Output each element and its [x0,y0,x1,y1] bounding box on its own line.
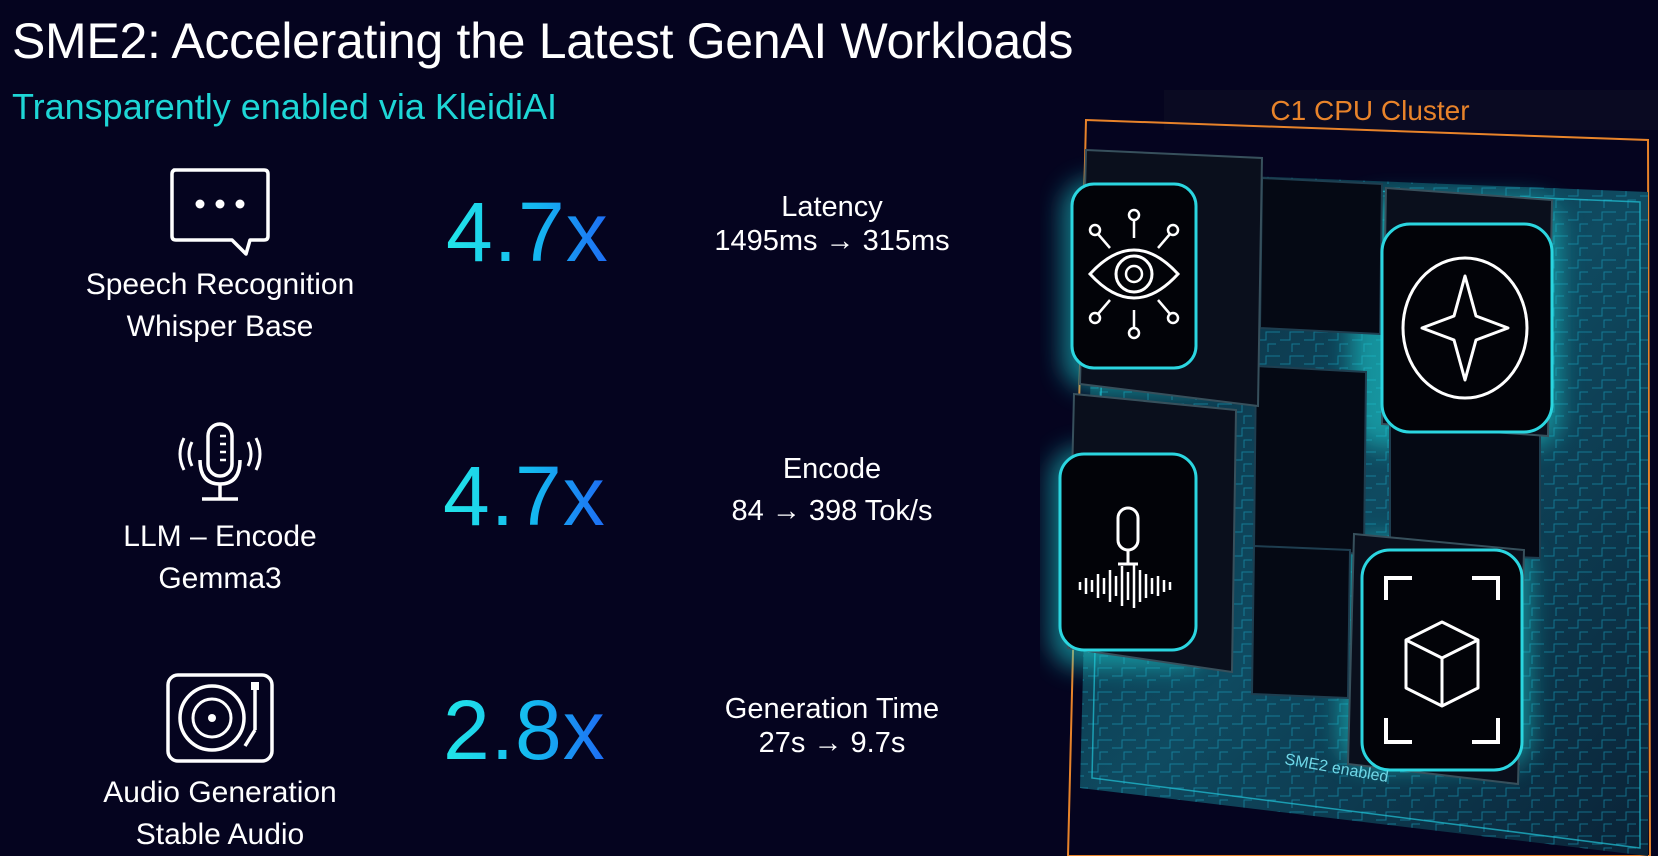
workload-label-line2: Whisper Base [126,310,314,343]
cube-scan-icon [1360,548,1524,772]
microphone-waveform-icon [1058,452,1198,652]
speedup-value: 4.7x [443,449,606,543]
workload-label-line2: Gemma3 [158,562,282,595]
metric-value: 1495ms → 315ms [714,225,950,257]
metric-block: Generation Time 27s → 9.7s [652,692,1012,760]
workload-audio-generation: Audio Generation Stable Audio [40,672,400,856]
slide-subtitle: Transparently enabled via KleidiAI [12,86,557,127]
cpu-cluster-illustration: C1 CPU Cluster [1040,88,1658,856]
microphone-icon [178,422,262,501]
metric-block: Latency 1495ms → 315ms [652,190,1012,258]
metric-value: 84 → 398 Tok/s [731,495,933,527]
workload-label-line1: Speech Recognition [85,268,355,301]
eye-network-icon [1070,182,1198,370]
slide-title: SME2: Accelerating the Latest GenAI Work… [12,13,1074,69]
workload-llm-encode: LLM – Encode Gemma3 [40,420,400,600]
metric-name: Encode [782,453,882,485]
workload-speech-recognition: Speech Recognition Whisper Base [40,166,400,348]
speedup-value: 4.7x [446,185,609,279]
workload-label-line1: Audio Generation [103,776,337,809]
metric-value: 27s → 9.7s [758,727,906,759]
workload-label-line1: LLM – Encode [123,520,317,553]
cluster-label: C1 CPU Cluster [1270,95,1469,126]
speedup-value: 2.8x [443,683,606,777]
metric-name: Generation Time [724,693,940,725]
sparkle-star-icon [1380,222,1554,434]
workload-label-line2: Stable Audio [135,818,305,851]
turntable-icon [166,673,274,763]
cpu-cluster-graphic: C1 CPU Cluster [1050,90,1658,856]
metric-block: Encode 84 → 398 Tok/s [652,452,1012,528]
metric-name: Latency [781,191,883,223]
chat-bubble-icon [170,168,270,256]
